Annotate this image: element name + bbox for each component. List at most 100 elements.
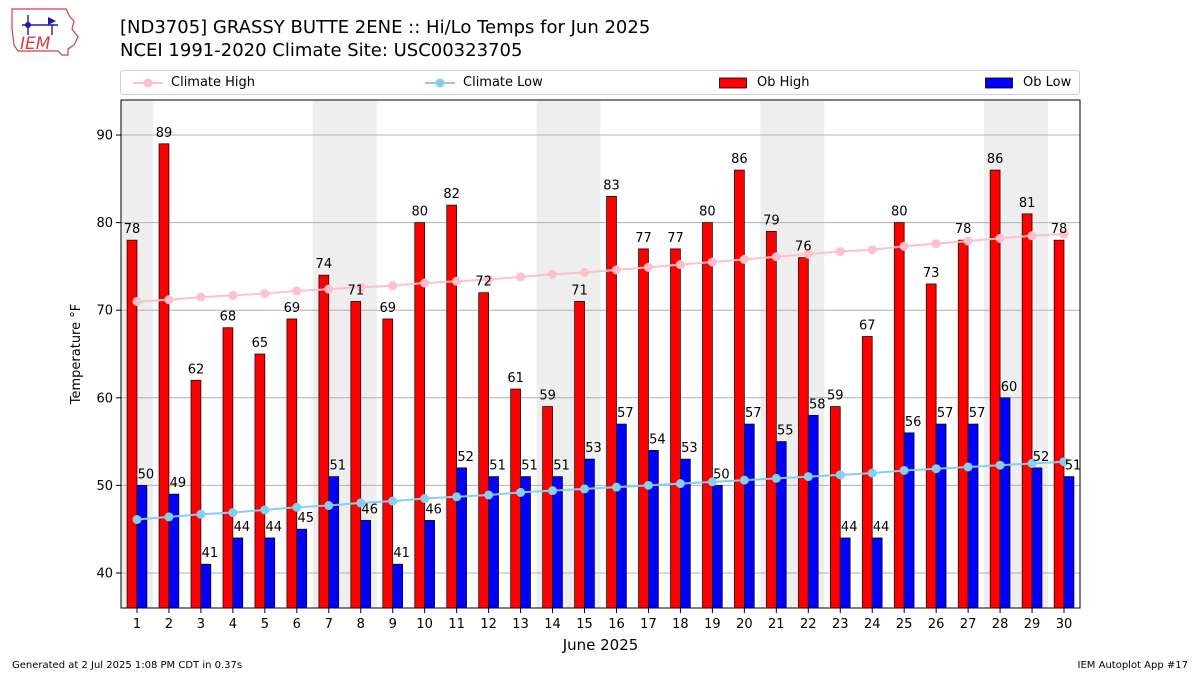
bar-ob-low — [775, 441, 787, 609]
climate-low-point — [739, 475, 749, 485]
label-ob-low: 57 — [617, 406, 634, 421]
bar-ob-high — [925, 283, 937, 609]
climate-low-point — [324, 501, 334, 511]
x-tick-label: 21 — [768, 617, 785, 632]
bar-ob-low — [712, 485, 723, 609]
climate-high-point — [292, 286, 302, 296]
label-ob-high: 77 — [635, 231, 652, 246]
x-tick-label: 10 — [416, 617, 433, 632]
bar-ob-low — [903, 432, 915, 609]
bar-ob-low — [456, 467, 467, 609]
bar-ob-high — [766, 231, 777, 609]
x-tick-label: 4 — [229, 617, 237, 632]
bar-ob-high — [510, 388, 521, 609]
x-tick-label: 27 — [960, 617, 977, 632]
label-ob-high: 69 — [284, 301, 301, 316]
bar-ob-low — [232, 537, 244, 609]
climate-high-point — [835, 247, 845, 257]
label-ob-low: 44 — [266, 520, 283, 535]
climate-low-point — [771, 473, 781, 483]
climate-low-point — [196, 509, 206, 519]
climate-high-point — [707, 257, 717, 267]
bar-ob-low — [999, 397, 1011, 609]
climate-low-point — [707, 477, 717, 487]
bar-ob-low — [328, 476, 340, 609]
label-ob-high: 89 — [156, 126, 173, 141]
label-ob-low: 54 — [649, 432, 666, 447]
climate-low-point — [675, 479, 685, 489]
x-tick-label: 5 — [261, 617, 269, 632]
label-ob-low: 57 — [745, 406, 762, 421]
x-tick-label: 28 — [992, 617, 1009, 632]
footer-app: IEM Autoplot App #17 — [1077, 660, 1188, 671]
climate-high-point — [995, 233, 1005, 243]
iem-logo: IEM — [11, 8, 79, 56]
label-ob-low: 50 — [713, 467, 730, 482]
label-ob-high: 86 — [731, 152, 748, 167]
label-ob-high: 68 — [220, 310, 237, 325]
chart-title: [ND3705] GRASSY BUTTE 2ENE :: Hi/Lo Temp… — [120, 17, 651, 38]
legend-label-ob-low: Ob Low — [1023, 75, 1072, 90]
climate-low-point — [1027, 458, 1037, 468]
climate-high-point — [548, 269, 558, 279]
plot-frame — [120, 99, 1081, 609]
label-ob-low: 41 — [202, 546, 219, 561]
bar-ob-high — [798, 257, 809, 609]
climate-low-point — [963, 462, 973, 472]
label-ob-low: 51 — [521, 459, 538, 474]
climate-low-point — [931, 464, 941, 474]
bar-ob-high — [638, 248, 649, 609]
x-tick-label: 30 — [1056, 617, 1073, 632]
climate-low-point — [164, 512, 174, 522]
label-ob-low: 51 — [553, 459, 570, 474]
x-tick-label: 15 — [576, 617, 593, 632]
x-tick-label: 29 — [1024, 617, 1041, 632]
x-tick-label: 1 — [133, 617, 141, 632]
legend-item-ob-low: Ob Low — [985, 71, 1071, 94]
climate-low-point — [260, 505, 270, 515]
label-ob-high: 67 — [859, 318, 876, 333]
label-ob-low: 57 — [969, 406, 986, 421]
x-tick-label: 22 — [800, 617, 817, 632]
climate-high-point — [164, 295, 174, 305]
label-ob-low: 44 — [841, 520, 858, 535]
climate-high-point — [260, 289, 270, 299]
bar-ob-low — [200, 563, 212, 609]
y-tick-label: 80 — [96, 216, 113, 231]
label-ob-low: 55 — [777, 424, 794, 439]
gridlines — [121, 134, 1080, 574]
label-ob-low: 52 — [1033, 450, 1050, 465]
label-ob-low: 53 — [681, 441, 698, 456]
climate-high-point — [580, 268, 590, 278]
climate-high-point — [132, 296, 142, 306]
climate-low-line — [136, 460, 1065, 521]
bar-ob-low — [168, 493, 180, 609]
y-tick-label: 40 — [96, 566, 113, 581]
footer-generated: Generated at 2 Jul 2025 1:08 PM CDT in 0… — [12, 660, 243, 671]
legend-label-climate-high: Climate High — [171, 75, 256, 90]
label-ob-high: 74 — [316, 257, 333, 272]
legend-item-climate-low: Climate Low — [425, 71, 543, 94]
label-ob-high: 83 — [603, 178, 620, 193]
climate-high-point — [899, 241, 909, 251]
bar-ob-high — [542, 406, 553, 609]
bar-ob-low — [935, 423, 947, 609]
x-tick-label: 7 — [325, 617, 333, 632]
climate-low-point — [516, 487, 526, 497]
label-ob-high: 65 — [252, 336, 269, 351]
climate-high-point — [611, 265, 621, 275]
bar-ob-low — [616, 423, 627, 609]
bar-ob-high — [382, 318, 394, 609]
x-tick-label: 14 — [544, 617, 561, 632]
bar-ob-low — [743, 423, 755, 609]
logo-text: IEM — [20, 34, 51, 54]
label-ob-high: 59 — [539, 389, 556, 404]
x-axis-label: June 2025 — [562, 636, 639, 654]
chart-subtitle: NCEI 1991-2020 Climate Site: USC00323705 — [120, 40, 523, 61]
label-ob-low: 50 — [138, 467, 155, 482]
label-ob-low: 51 — [329, 459, 346, 474]
bar-ob-high — [286, 318, 298, 609]
climate-high-point — [420, 278, 430, 288]
